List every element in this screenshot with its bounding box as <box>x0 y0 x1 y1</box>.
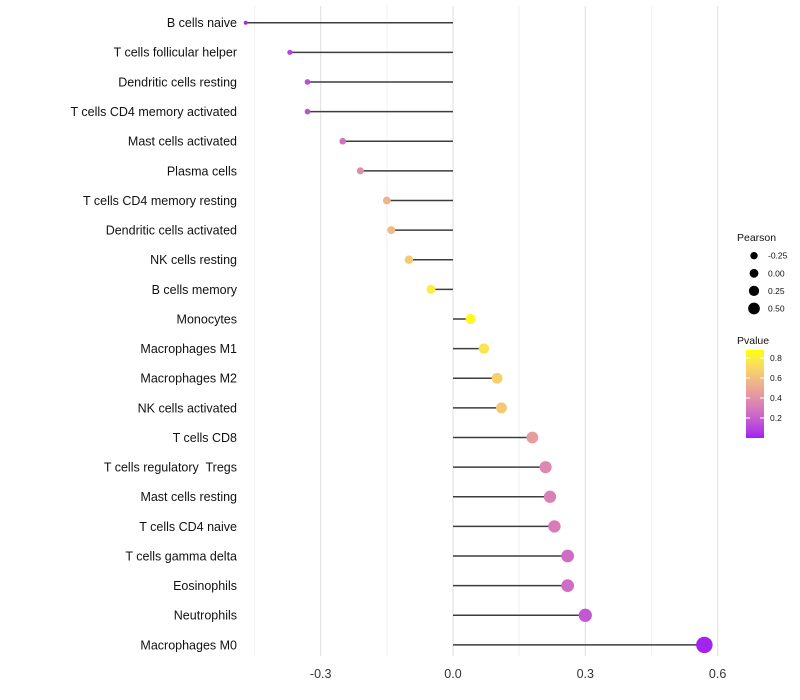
legend-size-label--0.25: -0.25 <box>768 251 788 261</box>
category-label-mast-cells-activated: Mast cells activated <box>128 135 237 149</box>
dot-t-cells-gamma-delta <box>561 549 575 563</box>
category-label-nk-cells-resting: NK cells resting <box>150 253 237 267</box>
dot-b-cells-naive <box>243 20 248 25</box>
category-label-t-cells-cd4-naive: T cells CD4 naive <box>139 520 237 534</box>
dot-dendritic-cells-resting <box>304 79 311 85</box>
legend-size-label-0.00: 0.00 <box>768 268 785 278</box>
category-label-t-cells-gamma-delta: T cells gamma delta <box>125 549 237 563</box>
dot-mast-cells-activated <box>339 137 347 145</box>
legend-size-label-0.50: 0.50 <box>768 304 785 314</box>
legend-size-dot-0.50 <box>748 302 760 315</box>
dot-nk-cells-activated <box>496 402 507 414</box>
dot-neutrophils <box>578 608 592 622</box>
category-label-dendritic-cells-activated: Dendritic cells activated <box>106 224 237 238</box>
dot-t-cells-cd4-naive <box>548 520 561 533</box>
category-label-mast-cells-resting: Mast cells resting <box>140 490 237 504</box>
dot-t-cells-cd8 <box>526 431 539 444</box>
legend-color-label-0.8: 0.8 <box>770 353 782 363</box>
legend-color-label-0.6: 0.6 <box>770 373 782 383</box>
dot-dendritic-cells-activated <box>387 226 396 235</box>
category-label-b-cells-memory: B cells memory <box>152 283 238 297</box>
dot-nk-cells-resting <box>404 255 414 264</box>
category-label-monocytes: Monocytes <box>177 312 237 326</box>
legend-color-label-0.2: 0.2 <box>770 413 782 423</box>
legend-size-dot--0.25 <box>750 252 758 260</box>
dot-macrophages-m2 <box>491 372 503 384</box>
category-label-macrophages-m2: Macrophages M2 <box>140 372 237 386</box>
category-label-t-cells-cd4-memory-resting: T cells CD4 memory resting <box>83 194 237 208</box>
dot-plasma-cells <box>356 167 364 175</box>
dot-eosinophils <box>561 579 575 593</box>
pvalue-gradient-bar <box>746 350 764 438</box>
dot-t-cells-cd4-memory-activated <box>304 108 311 115</box>
category-label-dendritic-cells-resting: Dendritic cells resting <box>118 75 237 89</box>
x-tick-label-0.0: 0.0 <box>444 667 461 681</box>
legend-color-label-0.4: 0.4 <box>770 393 782 403</box>
category-label-b-cells-naive: B cells naive <box>167 16 237 30</box>
legend-size-label-0.25: 0.25 <box>768 286 785 296</box>
dot-t-cells-regulatory-tregs <box>539 461 552 474</box>
category-label-eosinophils: Eosinophils <box>173 579 237 593</box>
legend-size-dot-0.25 <box>748 285 760 297</box>
category-label-nk-cells-activated: NK cells activated <box>138 401 237 415</box>
legend-size-dot-0.00 <box>749 268 759 278</box>
dot-mast-cells-resting <box>543 490 557 503</box>
x-tick-label-0.6: 0.6 <box>709 667 726 681</box>
category-label-t-cells-regulatory-tregs: T cells regulatory Tregs <box>104 461 237 475</box>
category-label-t-cells-cd4-memory-activated: T cells CD4 memory activated <box>71 105 238 119</box>
dot-macrophages-m1 <box>478 343 490 354</box>
category-label-macrophages-m0: Macrophages M0 <box>140 638 237 652</box>
dot-b-cells-memory <box>426 284 436 294</box>
x-tick-label--0.3: -0.3 <box>310 667 332 681</box>
category-label-t-cells-cd8: T cells CD8 <box>173 431 237 445</box>
dot-t-cells-cd4-memory-resting <box>382 196 391 205</box>
category-label-t-cells-follicular-helper: T cells follicular helper <box>114 46 237 60</box>
legend-size-title: Pearson <box>737 232 776 244</box>
x-tick-label-0.3: 0.3 <box>577 667 594 681</box>
category-label-macrophages-m1: Macrophages M1 <box>140 342 237 356</box>
legend-color-title: Pvalue <box>737 335 769 347</box>
dot-monocytes <box>465 313 476 325</box>
dot-t-cells-follicular-helper <box>287 49 293 55</box>
category-label-neutrophils: Neutrophils <box>174 609 237 623</box>
dot-macrophages-m0 <box>696 636 713 654</box>
category-label-plasma-cells: Plasma cells <box>167 164 237 178</box>
